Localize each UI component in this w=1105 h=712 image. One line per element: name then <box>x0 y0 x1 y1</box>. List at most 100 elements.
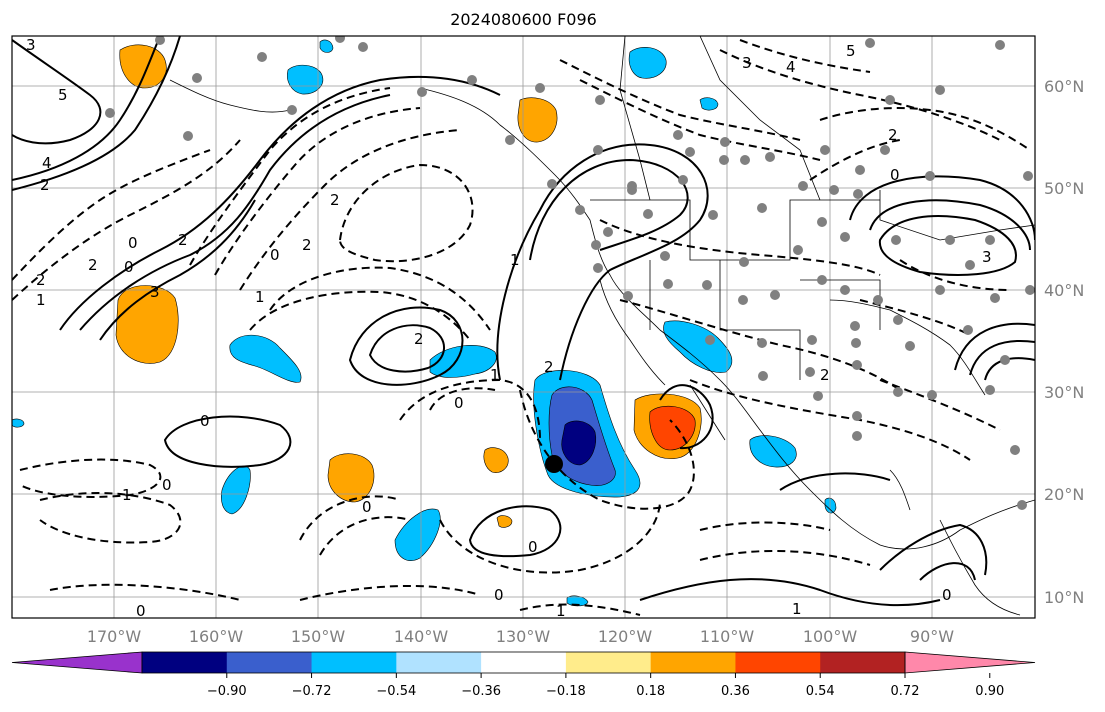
anomaly-orange <box>115 285 179 364</box>
anomaly-orange <box>483 447 509 473</box>
contour-label: 2 <box>888 126 898 144</box>
station-dots <box>105 36 1035 510</box>
lat-label: 50°N <box>1044 179 1084 198</box>
lon-label: 160°W <box>189 627 244 646</box>
colorbar-tick-label: 0.54 <box>806 684 835 699</box>
colorbar-extend-low <box>11 651 143 674</box>
contour-label: 0 <box>128 234 138 252</box>
contour-label: 2 <box>36 271 46 289</box>
contour-label: 5 <box>58 86 68 104</box>
colorbar-tick-label: 0.18 <box>636 684 665 699</box>
contour-label: 4 <box>786 58 796 76</box>
colorbar-tick-label: 0.90 <box>975 684 1004 699</box>
anomaly-orange <box>496 515 513 528</box>
colorbar-segment <box>142 652 228 673</box>
colorbar-tick-label: −0.90 <box>207 684 247 699</box>
contour-label: 3 <box>742 54 752 72</box>
contour-label: 1 <box>490 366 500 384</box>
graticule <box>12 36 1035 618</box>
colorbar-tick-label: −0.36 <box>461 684 501 699</box>
contour-label: 2 <box>40 176 50 194</box>
lat-label: 30°N <box>1044 383 1084 402</box>
lat-label: 20°N <box>1044 485 1084 504</box>
contour-label: 0 <box>162 476 172 494</box>
contour-label: 1 <box>556 602 566 620</box>
lon-label: 90°W <box>910 627 954 646</box>
lon-label: 120°W <box>598 627 653 646</box>
colorbar-segment <box>650 652 736 673</box>
coastlines <box>169 36 1035 616</box>
contour-label: 3 <box>150 283 160 301</box>
contour-label: 2 <box>544 358 554 376</box>
lon-label: 150°W <box>291 627 346 646</box>
contours-positive <box>12 36 1035 607</box>
contour-label: 2 <box>820 366 830 384</box>
lat-label: 40°N <box>1044 281 1084 300</box>
colorbar-tick-label: 0.72 <box>891 684 920 699</box>
lon-label: 130°W <box>496 627 551 646</box>
anomaly-blue <box>628 47 667 79</box>
contour-label: 5 <box>846 42 856 60</box>
contour-label: 0 <box>454 394 464 412</box>
contour-label: 0 <box>528 538 538 556</box>
contour-label: 0 <box>494 586 504 604</box>
lon-label: 170°W <box>87 627 142 646</box>
lon-label: 110°W <box>700 627 755 646</box>
anomaly-blue <box>824 497 837 514</box>
anomaly-blue <box>749 435 797 468</box>
anomaly-blue <box>221 465 251 515</box>
contour-label: 0 <box>890 166 900 184</box>
anomaly-blue <box>663 320 733 373</box>
colorbar-extend-high <box>904 651 1036 674</box>
contour-label: 1 <box>792 600 802 618</box>
colorbar-segment <box>481 652 567 673</box>
contour-label: 0 <box>124 258 134 276</box>
longitude-labels: 170°W 160°W 150°W 140°W 130°W 120°W 110°… <box>87 627 954 646</box>
colorbar: −0.90 −0.72 −0.54 −0.36 −0.18 0.18 0.36 0.54 0.7… <box>11 651 1036 699</box>
anomaly-blue <box>699 97 719 111</box>
contour-label: 0 <box>942 586 952 604</box>
lat-label: 60°N <box>1044 77 1084 96</box>
contour-label: 2 <box>302 236 312 254</box>
contour-label: 4 <box>42 154 52 172</box>
contour-label: 2 <box>88 256 98 274</box>
colorbar-segment <box>311 652 397 673</box>
contour-label: 1 <box>36 291 46 309</box>
shaded-anomalies <box>12 39 837 607</box>
contour-label: 2 <box>330 191 340 209</box>
contours-negative <box>12 39 1031 616</box>
colorbar-segment <box>820 652 906 673</box>
contour-label: 3 <box>26 36 36 54</box>
contour-label: 0 <box>200 412 210 430</box>
anomaly-orange <box>327 453 375 503</box>
contour-label: 2 <box>178 231 188 249</box>
contour-label: 3 <box>982 248 992 266</box>
anomaly-blue <box>229 334 302 383</box>
colorbar-tick-label: −0.72 <box>292 684 332 699</box>
contour-label: 2 <box>414 330 424 348</box>
anomaly-blue <box>12 418 25 428</box>
colorbar-tick-label: −0.18 <box>546 684 586 699</box>
colorbar-frame <box>141 651 906 674</box>
contour-label: 1 <box>255 288 265 306</box>
contour-label: 1 <box>122 486 132 504</box>
colorbar-tick-label: 0.36 <box>721 684 750 699</box>
anomaly-navy <box>561 420 597 466</box>
colorbar-tick-label: −0.54 <box>376 684 416 699</box>
anomaly-blue <box>394 508 441 561</box>
colorbar-segment <box>226 652 313 673</box>
location-marker <box>545 455 563 473</box>
contour-label: 1 <box>510 251 520 269</box>
contour-label: 0 <box>270 246 280 264</box>
colorbar-segment <box>735 652 821 673</box>
map-title: 2024080600 F096 <box>450 10 597 29</box>
colorbar-segment <box>396 652 482 673</box>
contour-labels: 3 5 4 2 0 2 0 1 2 3 2 0 1 2 2 1 0 1 2 0 … <box>26 36 992 620</box>
anomaly-blue <box>566 595 589 607</box>
latitude-labels: 60°N 50°N 40°N 30°N 20°N 10°N <box>1044 77 1084 607</box>
lon-label: 140°W <box>394 627 449 646</box>
contour-label: 0 <box>362 498 372 516</box>
lon-label: 100°W <box>803 627 858 646</box>
map-frame <box>11 35 1036 619</box>
